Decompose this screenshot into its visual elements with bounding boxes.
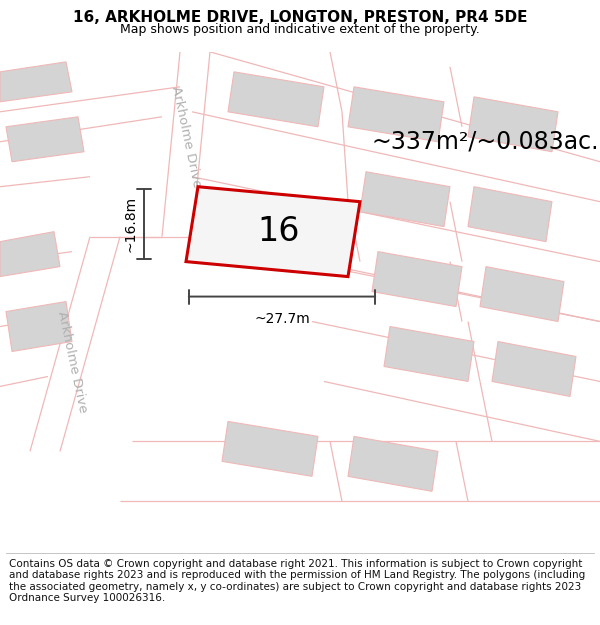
Polygon shape	[348, 87, 444, 142]
Polygon shape	[6, 117, 84, 162]
Text: Map shows position and indicative extent of the property.: Map shows position and indicative extent…	[120, 23, 480, 36]
Polygon shape	[468, 97, 558, 152]
Polygon shape	[492, 341, 576, 396]
Text: 16: 16	[258, 215, 300, 248]
Polygon shape	[0, 62, 72, 102]
Polygon shape	[360, 172, 450, 227]
Polygon shape	[372, 252, 462, 306]
Text: ~337m²/~0.083ac.: ~337m²/~0.083ac.	[372, 130, 599, 154]
Polygon shape	[186, 187, 360, 277]
Text: 16, ARKHOLME DRIVE, LONGTON, PRESTON, PR4 5DE: 16, ARKHOLME DRIVE, LONGTON, PRESTON, PR…	[73, 11, 527, 26]
Polygon shape	[480, 267, 564, 321]
Text: ~27.7m: ~27.7m	[254, 311, 310, 326]
Polygon shape	[228, 72, 324, 127]
Polygon shape	[468, 187, 552, 242]
Text: Arkholme Drive: Arkholme Drive	[169, 85, 203, 189]
Text: ~16.8m: ~16.8m	[124, 196, 138, 252]
Polygon shape	[6, 301, 72, 351]
Polygon shape	[222, 421, 318, 476]
Polygon shape	[384, 326, 474, 381]
Text: Contains OS data © Crown copyright and database right 2021. This information is : Contains OS data © Crown copyright and d…	[9, 559, 585, 603]
Text: Arkholme Drive: Arkholme Drive	[55, 309, 89, 414]
Polygon shape	[0, 232, 60, 277]
Polygon shape	[348, 436, 438, 491]
